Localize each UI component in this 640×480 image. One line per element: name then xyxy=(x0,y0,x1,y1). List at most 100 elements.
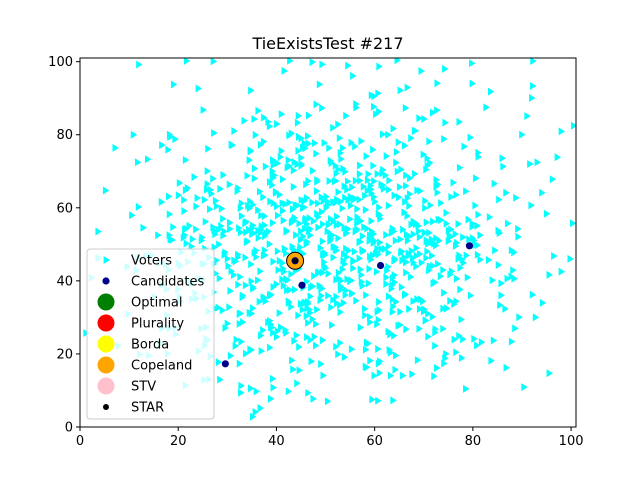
voter-point xyxy=(337,338,344,347)
voter-point xyxy=(467,133,474,142)
voter-point xyxy=(356,170,364,179)
voter-point xyxy=(267,316,274,325)
voter-point xyxy=(293,231,300,240)
voter-point xyxy=(296,219,303,228)
voter-point xyxy=(495,226,502,235)
voter-point xyxy=(293,331,301,340)
voter-point xyxy=(473,174,480,183)
voter-point xyxy=(270,156,277,165)
legend-label-candidates: Candidates xyxy=(131,275,204,290)
voter-point xyxy=(305,139,313,148)
plot-frame xyxy=(79,57,577,428)
voter-point xyxy=(260,326,267,335)
voter-point xyxy=(345,246,353,255)
voter-point xyxy=(390,396,397,405)
voter-point xyxy=(237,272,244,281)
voter-point xyxy=(337,300,344,309)
voter-point xyxy=(558,127,566,136)
voter-point xyxy=(251,115,258,124)
voter-point xyxy=(305,297,312,306)
voter-point xyxy=(453,297,460,306)
voter-point xyxy=(344,177,352,186)
voter-point xyxy=(330,123,337,132)
voter-point xyxy=(377,214,384,223)
voter-point xyxy=(376,62,383,71)
voter-point xyxy=(416,249,424,258)
voter-point xyxy=(375,344,382,353)
voter-point xyxy=(377,238,384,247)
voter-point xyxy=(354,213,361,222)
voter-point xyxy=(371,177,378,186)
voter-point xyxy=(311,271,318,280)
voter-point xyxy=(357,176,364,185)
voter-point xyxy=(447,270,454,279)
voter-point xyxy=(431,372,438,381)
voter-point xyxy=(252,131,260,140)
voter-point xyxy=(503,363,510,372)
voter-point xyxy=(239,291,247,300)
voter-point xyxy=(334,212,341,221)
voter-point xyxy=(218,204,226,213)
voter-point xyxy=(475,152,483,161)
voter-point xyxy=(281,66,289,75)
voter-point xyxy=(274,211,282,220)
voter-point xyxy=(319,268,327,277)
voter-point xyxy=(335,350,342,359)
voter-point xyxy=(356,238,363,247)
voter-point xyxy=(260,251,268,260)
voter-point xyxy=(463,187,470,196)
voter-point xyxy=(367,181,375,190)
voter-point xyxy=(527,160,534,169)
voter-point xyxy=(269,181,276,190)
voter-point xyxy=(165,145,172,154)
voter-point xyxy=(488,356,495,365)
voter-point xyxy=(313,341,320,350)
voter-point xyxy=(319,237,327,246)
voter-point xyxy=(135,202,143,211)
voter-point xyxy=(366,313,374,322)
x-tick-label: 20 xyxy=(170,434,187,449)
y-tick-label: 40 xyxy=(56,274,73,289)
voter-point xyxy=(392,236,400,245)
voter-point xyxy=(333,221,341,230)
voter-point xyxy=(370,161,377,170)
voter-point xyxy=(309,58,316,67)
voter-point xyxy=(325,200,332,209)
voter-point xyxy=(406,305,413,314)
voter-point xyxy=(296,343,303,352)
voter-point xyxy=(313,320,320,329)
voter-point xyxy=(459,255,466,264)
voter-point xyxy=(463,251,471,260)
y-tick-label: 100 xyxy=(48,55,73,70)
voter-point xyxy=(532,313,540,322)
voter-point xyxy=(274,247,282,256)
voter-point xyxy=(281,245,289,254)
voter-point xyxy=(371,193,378,202)
voter-point xyxy=(383,273,390,282)
voter-point xyxy=(238,381,245,390)
voter-point xyxy=(315,269,322,278)
voter-point xyxy=(348,138,355,147)
voter-point xyxy=(393,148,401,157)
voter-point xyxy=(400,225,407,234)
voter-point xyxy=(324,227,332,236)
voter-point xyxy=(273,280,281,289)
voter-point xyxy=(402,197,409,206)
voter-point xyxy=(273,332,281,341)
voter-point xyxy=(408,246,416,255)
voter-point xyxy=(307,336,314,345)
voter-point xyxy=(217,184,224,193)
voter-point xyxy=(294,118,302,127)
voter-point xyxy=(443,219,451,228)
voter-point xyxy=(276,190,284,199)
voter-point xyxy=(225,262,232,271)
voter-point xyxy=(367,318,374,327)
voter-point xyxy=(280,281,288,290)
voter-point xyxy=(436,236,443,245)
voter-point xyxy=(418,258,426,267)
voter-point xyxy=(285,387,293,396)
voter-point xyxy=(244,237,252,246)
voter-point xyxy=(397,235,404,244)
voter-point xyxy=(238,228,245,237)
voter-point xyxy=(315,223,322,232)
